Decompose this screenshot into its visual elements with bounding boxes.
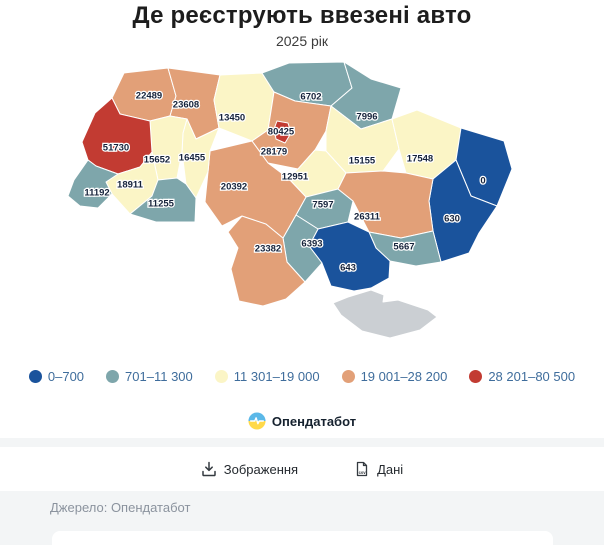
legend-swatch-icon — [106, 370, 120, 383]
region-label-kherson: 643 — [340, 263, 356, 274]
opendatabot-flag-icon — [248, 412, 266, 430]
download-image-label: Зображення — [223, 461, 299, 477]
bottom-panel — [52, 531, 553, 545]
region-label-lviv: 51730 — [103, 143, 129, 154]
region-crimea[interactable] — [332, 289, 438, 339]
legend-item-2: 11 301–19 000 — [214, 369, 320, 384]
region-label-ternopil: 15652 — [144, 155, 170, 166]
legend-label: 0–700 — [47, 369, 85, 384]
legend-swatch-icon — [28, 370, 42, 383]
region-chernivtsi[interactable] — [129, 177, 197, 223]
region-label-chernihiv: 6702 — [300, 92, 321, 103]
region-label-cherkasy: 12951 — [282, 172, 309, 183]
region-label-zakarpattia: 11192 — [84, 188, 109, 199]
region-zakarpattia[interactable] — [67, 159, 119, 209]
download-toolbar: Зображення csv Дані — [0, 447, 604, 491]
download-icon — [202, 461, 216, 477]
opendatabot-logo[interactable]: Опендатабот — [0, 408, 604, 434]
region-label-rivne: 23608 — [173, 100, 199, 111]
region-label-odesa: 23382 — [255, 244, 281, 255]
region-label-volyn: 22489 — [136, 91, 162, 102]
region-label-mykolaiv: 6393 — [301, 239, 322, 250]
region-label-chernivtsi: 11255 — [148, 199, 175, 210]
region-label-zhytomyr: 13450 — [219, 113, 245, 124]
legend-swatch-icon — [341, 370, 355, 383]
region-kyiv-city[interactable] — [273, 120, 292, 144]
download-data-button[interactable]: csv Дані — [348, 457, 409, 481]
legend-label: 701–11 300 — [125, 369, 193, 384]
legend-item-0: 0–700 — [28, 369, 85, 384]
legend-item-4: 28 201–80 500 — [469, 369, 575, 384]
region-label-ivano-frankivsk: 18911 — [117, 180, 144, 191]
region-zhytomyr[interactable] — [213, 72, 275, 142]
chart-card: Де реєструють ввезені авто 2025 рік 2248… — [0, 0, 604, 438]
legend-item-1: 701–11 300 — [106, 369, 193, 384]
region-label-kharkiv: 17548 — [407, 154, 433, 165]
region-label-kyiv-oblast: 28179 — [261, 147, 287, 158]
region-label-zaporizhzhia: 5667 — [393, 242, 414, 253]
region-label-kirovohrad: 7597 — [312, 200, 333, 211]
csv-file-icon: csv — [356, 461, 368, 477]
opendatabot-logo-text: Опендатабот — [271, 413, 357, 429]
region-label-donetsk: 630 — [444, 214, 460, 225]
legend-swatch-icon — [214, 370, 228, 383]
download-data-label: Дані — [377, 461, 404, 477]
page-title: Де реєструють ввезені авто — [132, 2, 472, 29]
region-label-kyiv-city: 80425 — [268, 127, 295, 138]
legend-swatch-icon — [469, 370, 483, 383]
page-subtitle: 2025 рік — [275, 33, 329, 49]
region-label-poltava: 15155 — [349, 156, 376, 167]
region-label-vinnytsia: 20392 — [221, 182, 247, 193]
svg-text:csv: csv — [359, 470, 367, 475]
region-label-luhansk: 0 — [480, 176, 485, 187]
legend-item-3: 19 001–28 200 — [341, 369, 448, 384]
region-vinnytsia[interactable] — [204, 140, 307, 239]
legend: 0–700 701–11 300 11 301–19 000 19 001–28 20… — [0, 369, 604, 384]
region-label-sumy: 7996 — [356, 112, 377, 123]
legend-label: 19 001–28 200 — [360, 369, 448, 384]
source-note: Джерело: Опендатабот — [50, 500, 191, 515]
region-label-dnipropetrovsk: 26311 — [354, 212, 381, 223]
legend-label: 28 201–80 500 — [488, 369, 576, 384]
region-label-khmelnytskyi: 16455 — [179, 153, 206, 164]
download-image-button[interactable]: Зображення — [195, 457, 304, 481]
legend-label: 11 301–19 000 — [233, 369, 320, 384]
